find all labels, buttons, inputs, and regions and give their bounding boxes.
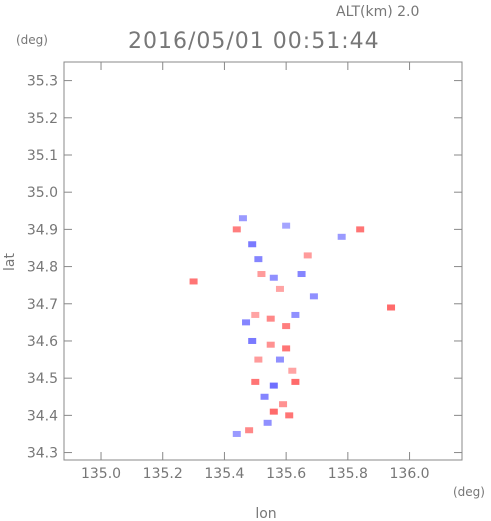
x-tick-label: 135.6 xyxy=(266,466,306,482)
positive-cell xyxy=(387,304,396,311)
y-tick-label: 34.8 xyxy=(27,260,58,276)
y-tick-label: 34.7 xyxy=(27,297,58,313)
negative-cell xyxy=(248,241,257,248)
x-tick-label: 135.0 xyxy=(81,466,121,482)
y-tick-label: 34.9 xyxy=(27,222,58,238)
positive-cell xyxy=(257,271,266,278)
positive-cell xyxy=(232,226,241,233)
y-tick-label: 35.1 xyxy=(27,148,58,164)
negative-cell xyxy=(242,319,251,326)
positive-cell xyxy=(279,401,288,408)
negative-cell xyxy=(248,337,257,344)
plot-frame xyxy=(63,61,463,461)
y-tick-label: 35.3 xyxy=(27,74,58,90)
positive-cell xyxy=(269,408,278,415)
negative-cell xyxy=(269,382,278,389)
positive-cell xyxy=(189,278,198,285)
positive-cell xyxy=(254,356,263,363)
y-tick-label: 34.6 xyxy=(27,334,58,350)
positive-cell xyxy=(356,226,365,233)
y-tick-label: 34.3 xyxy=(27,446,58,462)
x-tick-label: 135.4 xyxy=(204,466,244,482)
positive-cell xyxy=(275,285,284,292)
x-tick-label: 135.8 xyxy=(328,466,368,482)
negative-cell xyxy=(254,256,263,263)
negative-cell xyxy=(309,293,318,300)
negative-cell xyxy=(275,356,284,363)
x-tick-label: 136.0 xyxy=(390,466,430,482)
positive-cell xyxy=(285,412,294,419)
y-tick-label: 35.0 xyxy=(27,185,58,201)
y-unit-label: (deg) xyxy=(16,33,48,47)
timestamp-title: 2016/05/01 00:51:44 xyxy=(128,29,380,54)
y-tick-label: 34.4 xyxy=(27,408,58,424)
negative-cell xyxy=(297,271,306,278)
positive-cell xyxy=(245,427,254,434)
negative-cell xyxy=(260,393,269,400)
y-axis-label: lat xyxy=(2,253,18,271)
negative-cell xyxy=(263,419,272,426)
negative-cell xyxy=(337,233,346,240)
positive-cell xyxy=(266,341,275,348)
data-cells xyxy=(189,215,396,437)
positive-cell xyxy=(291,378,300,385)
y-tick-label: 34.5 xyxy=(27,371,58,387)
positive-cell xyxy=(251,378,260,385)
x-tick-label: 135.2 xyxy=(143,466,183,482)
x-unit-label: (deg) xyxy=(453,485,485,499)
positive-cell xyxy=(303,252,312,259)
negative-cell xyxy=(269,274,278,281)
positive-cell xyxy=(266,315,275,322)
negative-cell xyxy=(291,311,300,318)
positive-cell xyxy=(251,311,260,318)
y-tick-label: 35.2 xyxy=(27,111,58,127)
axis-ticks: 135.0 135.2 135.4 135.6 135.8 136.0 34.3 34.4 34… xyxy=(27,62,462,482)
negative-cell xyxy=(282,222,291,229)
negative-cell xyxy=(238,215,247,222)
positive-cell xyxy=(288,367,297,374)
x-axis-label: lon xyxy=(255,506,276,521)
positive-cell xyxy=(282,323,291,330)
altitude-label: ALT(km) 2.0 xyxy=(336,4,419,20)
negative-cell xyxy=(232,430,241,437)
positive-cell xyxy=(282,345,291,352)
